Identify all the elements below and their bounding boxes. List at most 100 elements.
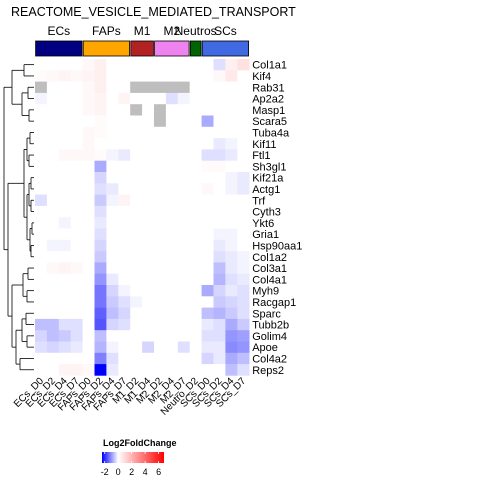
heatmap-cell (165, 126, 179, 139)
heatmap-cell (46, 81, 60, 94)
heatmap-cell (94, 81, 107, 94)
heatmap-cell (142, 262, 155, 274)
heatmap-cell (154, 59, 167, 71)
heatmap-cell (58, 262, 71, 274)
heatmap-cell (106, 273, 119, 286)
heatmap-cell (35, 228, 48, 241)
heatmap-cell (46, 341, 60, 354)
heatmap-cell (225, 307, 238, 320)
heatmap-cell (225, 160, 238, 173)
heatmap-cell (46, 239, 60, 252)
heatmap-cell (165, 172, 179, 184)
heatmap-cell (82, 262, 95, 274)
group-bar-neutros (189, 40, 202, 57)
heatmap-cell (237, 251, 250, 263)
heatmap-cell (237, 183, 250, 195)
heatmap-cell (58, 273, 71, 286)
heatmap-cell (35, 81, 48, 94)
heatmap-cell (130, 217, 143, 229)
heatmap-cell (225, 341, 238, 354)
row-label: Apoe (252, 342, 278, 354)
heatmap-cell (46, 262, 60, 274)
heatmap-cell (237, 330, 250, 342)
heatmap-cell (106, 104, 119, 116)
heatmap-cell (94, 160, 107, 173)
heatmap-cell (201, 307, 214, 320)
heatmap-cell (118, 92, 131, 105)
heatmap-cell (165, 81, 179, 94)
heatmap-cell (177, 194, 190, 207)
heatmap-cell (189, 59, 202, 71)
heatmap-cell (177, 262, 190, 274)
heatmap-cell (58, 160, 71, 173)
row-label: Col3a1 (252, 263, 287, 275)
heatmap-cell (201, 273, 214, 286)
heatmap-cell (177, 364, 190, 376)
heatmap-cell (82, 228, 95, 241)
heatmap-cell (237, 364, 250, 376)
heatmap-cell (201, 126, 214, 139)
heatmap-cell (213, 262, 226, 274)
row-label: Ykt6 (252, 218, 274, 230)
heatmap-cell (106, 285, 119, 297)
heatmap-cell (213, 115, 226, 128)
heatmap-cell (35, 273, 48, 286)
heatmap-cell (189, 296, 202, 308)
heatmap-cell (46, 59, 60, 71)
heatmap-cell (94, 239, 107, 252)
heatmap-cell (46, 251, 60, 263)
heatmap-cell (177, 239, 190, 252)
heatmap-cell (177, 296, 190, 308)
heatmap-cell (94, 194, 107, 207)
legend-tick-label: -2 (101, 467, 109, 477)
heatmap-cell (106, 59, 119, 71)
heatmap-cell (201, 205, 214, 218)
heatmap-cell (177, 160, 190, 173)
heatmap-cell (130, 92, 143, 105)
heatmap-cell (70, 318, 83, 331)
heatmap-cell (35, 160, 48, 173)
heatmap-cell (46, 364, 60, 376)
heatmap-cell (46, 70, 60, 82)
legend-tick-label: 6 (156, 467, 161, 477)
heatmap-cell (58, 239, 71, 252)
row-label: Gria1 (252, 229, 279, 241)
heatmap-cell (177, 228, 190, 241)
heatmap-cell (225, 262, 238, 274)
heatmap-cell (201, 341, 214, 354)
row-label: Kif21a (252, 173, 284, 185)
heatmap-cell (237, 205, 250, 218)
heatmap-cell (237, 352, 250, 365)
heatmap-cell (94, 205, 107, 218)
heatmap-cell (82, 194, 95, 207)
heatmap-cell (213, 341, 226, 354)
heatmap-cell (118, 183, 131, 195)
heatmap-cell (70, 262, 83, 274)
heatmap-cell (106, 262, 119, 274)
heatmap-cell (189, 126, 202, 139)
heatmap-cell (165, 352, 179, 365)
heatmap-cell (213, 205, 226, 218)
heatmap-cell (118, 59, 131, 71)
heatmap-cell (225, 194, 238, 207)
heatmap-cell (94, 183, 107, 195)
heatmap-cell (58, 194, 71, 207)
heatmap-cell (237, 194, 250, 207)
heatmap-cell (106, 138, 119, 150)
heatmap-cell (118, 217, 131, 229)
group-bar-faps (82, 40, 130, 57)
heatmap-cell (94, 330, 107, 342)
heatmap-cell (142, 183, 155, 195)
heatmap-cell (165, 92, 179, 105)
heatmap-cell (58, 364, 71, 376)
heatmap-cell (189, 341, 202, 354)
heatmap-cell (213, 251, 226, 263)
heatmap-cell (201, 81, 214, 94)
heatmap-cell (82, 92, 95, 105)
heatmap-cell (142, 138, 155, 150)
row-label: Trf (252, 195, 266, 207)
heatmap-cell (94, 318, 107, 331)
heatmap-cell (46, 194, 60, 207)
heatmap-cell (46, 296, 60, 308)
heatmap-cell (106, 239, 119, 252)
